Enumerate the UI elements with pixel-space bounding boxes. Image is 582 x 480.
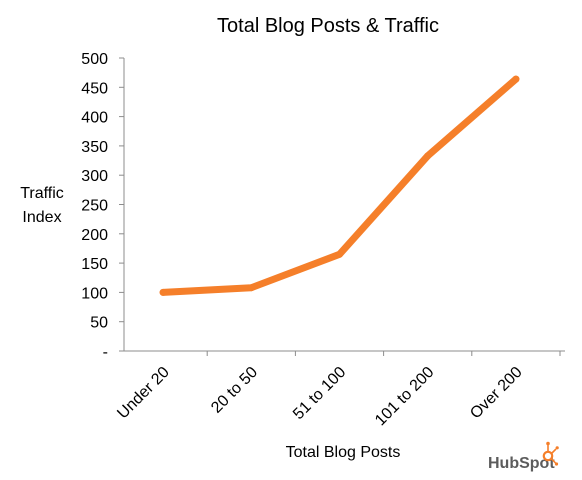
x-axis-ticks: Under 20 20 to 50 51 to 100 101 to 200 Over … [114,351,561,430]
y-tick-label: 400 [81,110,108,127]
x-tick-label: 51 to 100 [290,364,349,423]
y-axis-label-line-1: Traffic [20,185,64,202]
y-tick-label: 350 [81,139,108,156]
y-tick-label: 250 [81,198,108,215]
sprocket-icon [542,441,559,466]
x-tick-label: Under 20 [114,364,173,423]
data-point [512,75,520,83]
series-line [159,75,520,296]
hubspot-logo: HubSpot [488,441,559,472]
y-tick-label: - [103,344,108,361]
series-layer [159,75,520,296]
y-tick-label: 50 [90,315,108,332]
x-axis-label: Total Blog Posts [286,444,401,461]
hubspot-logo-text: HubSpot [488,455,555,472]
y-tick-label: 150 [81,256,108,273]
data-point [247,284,255,292]
y-axis-label-line-2: Index [22,209,61,226]
x-tick-label: 101 to 200 [372,364,438,430]
y-tick-label: 100 [81,285,108,302]
y-tick-label: 450 [81,80,108,97]
y-axis-ticks: - 50 100 150 200 250 300 350 400 450 500 [81,51,124,361]
y-tick-label: 300 [81,168,108,185]
data-point [159,288,167,296]
chart-title: Total Blog Posts & Traffic [217,15,439,37]
x-tick-label: 20 to 50 [208,364,261,417]
x-tick-label: Over 200 [467,364,526,423]
y-tick-label: 500 [81,51,108,68]
data-point [424,152,432,160]
y-tick-label: 200 [81,227,108,244]
data-point [336,250,343,258]
